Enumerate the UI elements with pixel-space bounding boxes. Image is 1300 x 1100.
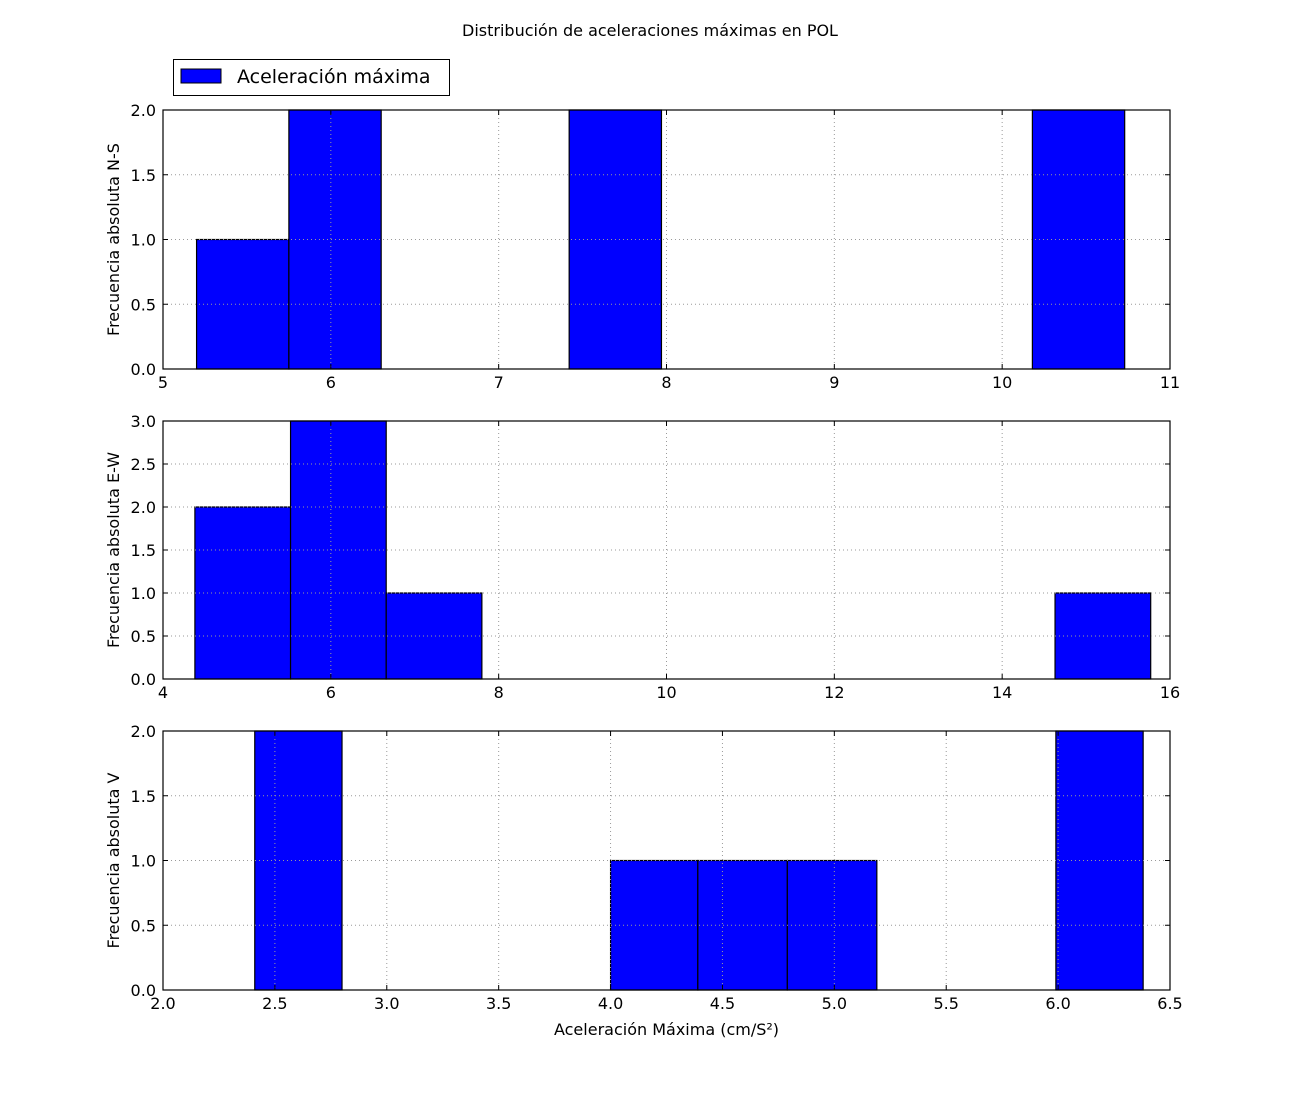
ytick-label-v-2: 1.0 [131, 852, 156, 871]
ytick-label-ew-0: 0.0 [131, 670, 156, 689]
ylabel-ew: Frecuencia absoluta E-W [104, 452, 123, 648]
xtick-label-ns-0: 5 [158, 373, 168, 392]
xtick-label-ew-4: 12 [824, 683, 844, 702]
xtick-label-ew-5: 14 [992, 683, 1012, 702]
ytick-label-ew-6: 3.0 [131, 412, 156, 431]
xtick-label-ns-3: 8 [661, 373, 671, 392]
bar-ew-0 [194, 506, 292, 680]
xtick-label-ew-6: 16 [1160, 683, 1180, 702]
bar-v-3 [786, 859, 878, 991]
bar-ew-3 [1054, 592, 1152, 680]
ytick-label-ew-2: 1.0 [131, 584, 156, 603]
legend-label: Aceleración máxima [237, 66, 430, 88]
panel-ns: 5 6 7 8 9 10 11 0.0 0.5 1.0 1.5 2.0 Frecuencia absol… [104, 101, 1180, 392]
xtick-label-ew-0: 4 [158, 683, 168, 702]
panel-v: 2.0 2.5 3.0 3.5 4.0 4.5 5.0 5.5 6.0 6.5 0.0 0.5 1.0 1… [104, 722, 1183, 1039]
legend: Aceleración máxima [173, 59, 450, 96]
ytick-label-ns-3: 1.5 [131, 166, 156, 185]
xtick-label-v-3: 3.5 [486, 994, 511, 1013]
xtick-label-v-8: 6.0 [1045, 994, 1070, 1013]
legend-swatch [180, 68, 222, 84]
xtick-label-ns-5: 10 [992, 373, 1012, 392]
bar-ew-2 [385, 592, 483, 680]
xtick-label-v-9: 6.5 [1157, 994, 1182, 1013]
panel-ew: 4 6 8 10 12 14 16 0.0 0.5 1.0 1.5 2.0 2.5 3.0 Frecuenc… [104, 412, 1180, 702]
ytick-label-ew-1: 0.5 [131, 627, 156, 646]
ytick-label-v-4: 2.0 [131, 722, 156, 741]
xtick-label-v-7: 5.5 [933, 994, 958, 1013]
xtick-label-v-6: 5.0 [822, 994, 847, 1013]
ytick-label-v-1: 0.5 [131, 916, 156, 935]
xtick-label-ns-6: 11 [1160, 373, 1180, 392]
xtick-label-v-4: 4.0 [598, 994, 623, 1013]
bar-v-2 [697, 859, 788, 991]
ylabel-v: Frecuencia absoluta V [104, 772, 123, 948]
ytick-label-ns-0: 0.0 [131, 360, 156, 379]
xtick-label-v-0: 2.0 [150, 994, 175, 1013]
ytick-label-v-3: 1.5 [131, 787, 156, 806]
xtick-label-v-1: 2.5 [262, 994, 287, 1013]
ytick-label-ew-5: 2.5 [131, 455, 156, 474]
ytick-label-ns-2: 1.0 [131, 231, 156, 250]
xtick-label-v-2: 3.0 [374, 994, 399, 1013]
xtick-label-ew-1: 6 [326, 683, 336, 702]
xtick-label-ns-1: 6 [326, 373, 336, 392]
ytick-label-v-0: 0.0 [131, 981, 156, 1000]
ylabel-ns: Frecuencia absoluta N-S [104, 143, 123, 336]
xtick-label-ew-2: 8 [494, 683, 504, 702]
xtick-label-v-5: 4.5 [710, 994, 735, 1013]
bar-ns-3 [1031, 109, 1126, 370]
xlabel-v: Aceleración Máxima (cm/S²) [554, 1020, 779, 1039]
ytick-label-ns-1: 0.5 [131, 295, 156, 314]
ytick-label-ew-4: 2.0 [131, 498, 156, 517]
figure-title: Distribución de aceleraciones máximas en… [462, 21, 838, 40]
ytick-label-ns-4: 2.0 [131, 101, 156, 120]
ytick-label-ew-3: 1.5 [131, 541, 156, 560]
xtick-label-ns-2: 7 [494, 373, 504, 392]
xtick-label-ns-4: 9 [829, 373, 839, 392]
xtick-label-ew-3: 10 [656, 683, 676, 702]
